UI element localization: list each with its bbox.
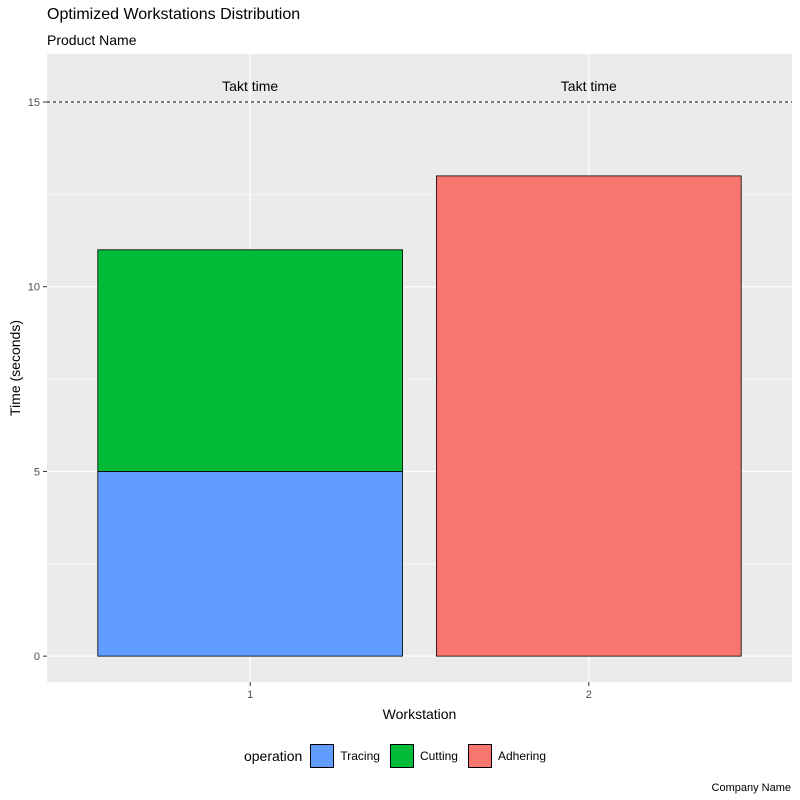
takt-time-label: Takt time xyxy=(222,78,278,94)
y-tick-label: 15 xyxy=(28,97,40,109)
takt-time-label: Takt time xyxy=(561,78,617,94)
bar-tracing-ws1 xyxy=(97,471,403,657)
chart-title: Optimized Workstations Distribution xyxy=(47,6,301,23)
chart-subtitle: Product Name xyxy=(47,32,137,48)
y-axis-title: Time (seconds) xyxy=(7,320,23,416)
legend-item-cutting: Cutting xyxy=(389,744,458,768)
bar-cutting-ws1 xyxy=(97,249,403,472)
x-tick-label: 1 xyxy=(247,689,253,701)
legend-title: operation xyxy=(243,748,303,764)
y-tick-label: 10 xyxy=(28,282,40,294)
legend: operation Tracing Cutting Adhering xyxy=(0,742,800,770)
x-tick-label: 2 xyxy=(586,689,592,701)
legend-item-tracing: Tracing xyxy=(310,744,380,768)
legend-label-cutting: Cutting xyxy=(419,749,458,763)
legend-label-adhering: Adhering xyxy=(497,749,547,763)
legend-key-adhering xyxy=(467,744,492,768)
chart-caption: Company Name xyxy=(711,782,791,794)
y-tick-label: 0 xyxy=(34,651,40,663)
legend-label-tracing: Tracing xyxy=(340,749,380,763)
legend-key-tracing xyxy=(310,744,335,768)
legend-key-cutting xyxy=(389,744,414,768)
y-tick-label: 5 xyxy=(34,466,40,478)
x-axis-title: Workstation xyxy=(383,706,457,722)
legend-item-adhering: Adhering xyxy=(467,744,547,768)
bar-adhering-ws2 xyxy=(436,175,742,657)
